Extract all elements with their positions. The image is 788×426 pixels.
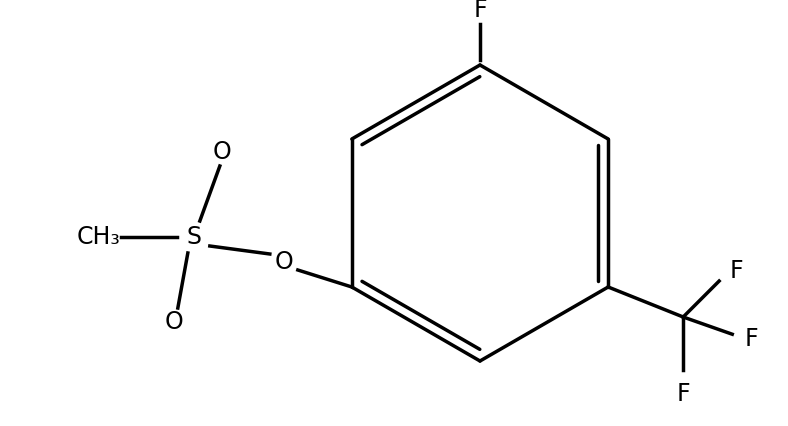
Text: CH₃: CH₃ <box>77 225 121 249</box>
Text: F: F <box>729 259 743 283</box>
Text: F: F <box>676 382 690 406</box>
Text: F: F <box>744 327 758 351</box>
Text: O: O <box>274 250 293 274</box>
Text: O: O <box>213 140 231 164</box>
Text: S: S <box>186 225 201 249</box>
Text: F: F <box>473 0 487 22</box>
Text: O: O <box>165 310 183 334</box>
